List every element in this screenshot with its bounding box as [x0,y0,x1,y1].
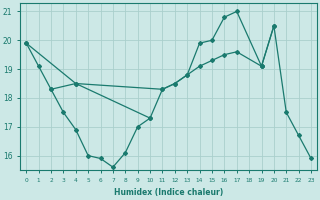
X-axis label: Humidex (Indice chaleur): Humidex (Indice chaleur) [114,188,223,197]
